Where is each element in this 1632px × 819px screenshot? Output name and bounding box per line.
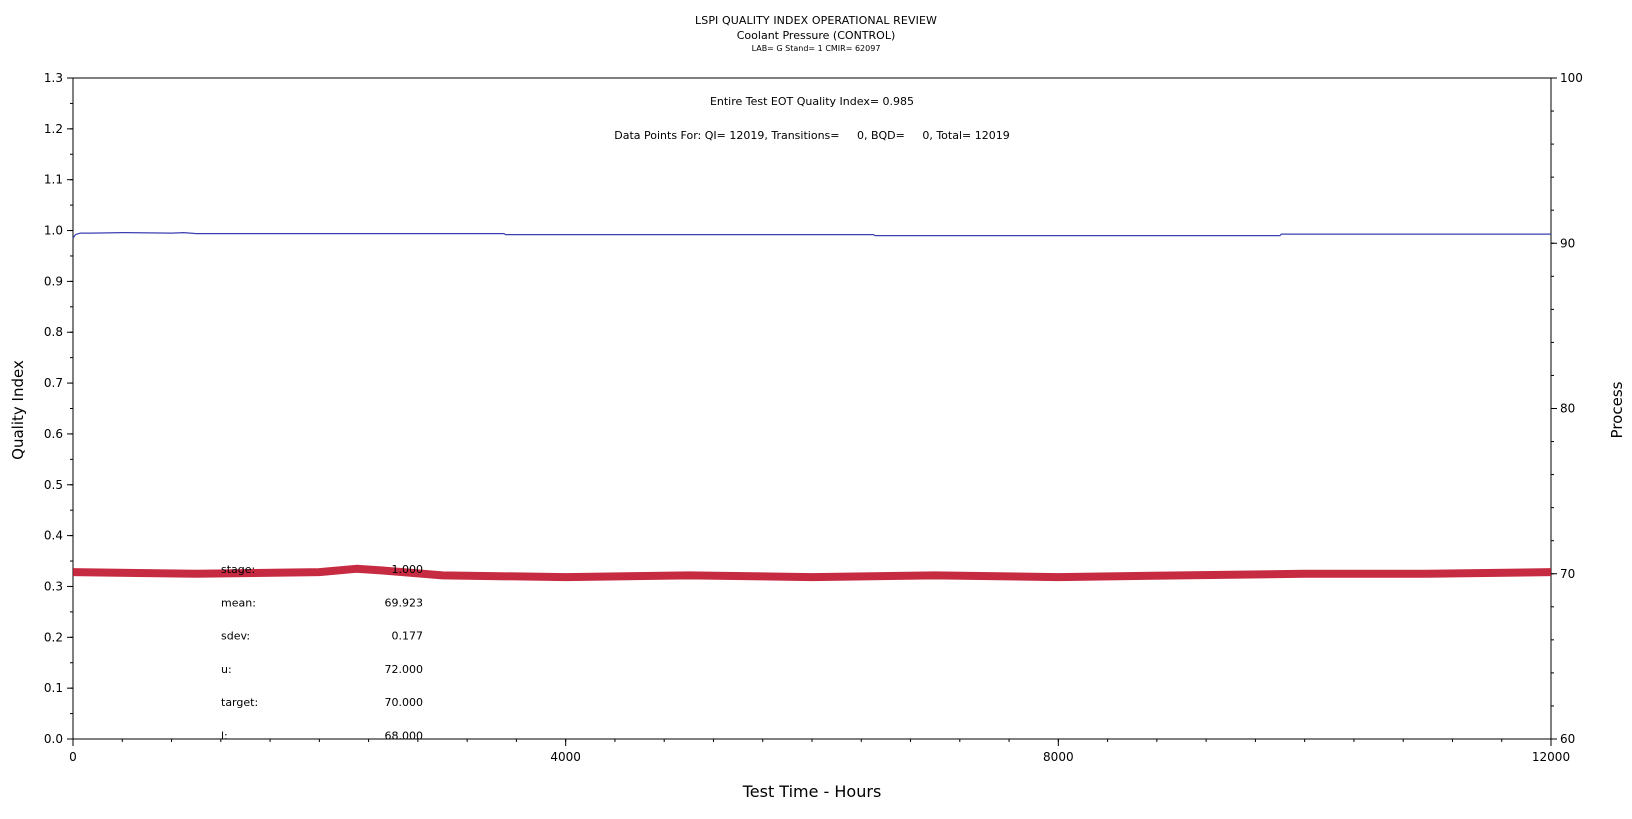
stat-value: 70.000 <box>385 696 424 709</box>
y-tick-label: 1.1 <box>44 173 63 187</box>
plot-frame <box>72 77 1552 740</box>
y-tick-label: 1.2 <box>44 122 63 136</box>
x-axis-label: Test Time - Hours <box>742 782 882 801</box>
left-axis: 0.0 0.1 0.2 0.3 0.4 0.5 0.6 0.7 0.8 0.9 1.0 1.1 1.2 1… <box>44 71 73 746</box>
stat-value: 69.923 <box>385 596 424 609</box>
y-tick-label: 0.6 <box>44 427 63 441</box>
series-layer <box>72 232 1552 582</box>
y-tick-label: 0.2 <box>44 630 63 644</box>
y-tick-label: 0.0 <box>44 732 63 746</box>
y2-tick-label: 70 <box>1560 567 1575 581</box>
y-tick-label: 0.5 <box>44 478 63 492</box>
x-tick-label: 12000 <box>1532 750 1570 764</box>
chart-title: LSPI QUALITY INDEX OPERATIONAL REVIEW <box>695 14 937 27</box>
y-tick-label: 0.4 <box>44 529 63 543</box>
y2-tick-label: 90 <box>1560 236 1575 250</box>
stat-value: 68.000 <box>385 730 424 743</box>
data-points-annotation: Data Points For: QI= 12019, Transitions=… <box>614 129 1009 142</box>
y2-tick-label: 100 <box>1560 71 1583 85</box>
y-tick-label: 0.7 <box>44 376 63 390</box>
y-tick-label: 0.1 <box>44 681 63 695</box>
stat-label: mean: <box>221 596 256 609</box>
stat-label: target: <box>221 696 258 709</box>
quality-index-series <box>72 232 1551 239</box>
x-tick-label: 8000 <box>1043 750 1074 764</box>
stat-label: sdev: <box>221 630 250 643</box>
y-axis-label: Quality Index <box>9 360 27 460</box>
stat-label: u: <box>221 663 232 676</box>
process-series <box>72 564 1552 582</box>
y2-axis-label: Process <box>1608 381 1626 438</box>
stat-value: 1.000 <box>392 563 424 576</box>
y2-tick-label: 80 <box>1560 402 1575 416</box>
y-tick-label: 1.0 <box>44 224 63 238</box>
right-axis: 60 70 80 90 100 <box>1551 71 1583 746</box>
chart-info: LAB= G Stand= 1 CMIR= 62097 <box>751 44 881 53</box>
y-tick-label: 1.3 <box>44 71 63 85</box>
x-tick-label: 4000 <box>550 750 581 764</box>
y-tick-label: 0.9 <box>44 274 63 288</box>
x-axis: 0 4000 8000 12000 <box>69 739 1570 764</box>
stat-value: 72.000 <box>385 663 424 676</box>
y2-tick-label: 60 <box>1560 732 1575 746</box>
eot-quality-annotation: Entire Test EOT Quality Index= 0.985 <box>710 95 914 108</box>
stat-label: l: <box>221 730 228 743</box>
y-tick-label: 0.8 <box>44 325 63 339</box>
stat-value: 0.177 <box>392 630 424 643</box>
chart-subtitle: Coolant Pressure (CONTROL) <box>736 29 896 42</box>
stats-table: stage: 1.000 mean: 69.923 sdev: 0.177 u: 72.000… <box>221 563 423 743</box>
stat-label: stage: <box>221 563 255 576</box>
y-tick-label: 0.3 <box>44 579 63 593</box>
x-tick-label: 0 <box>69 750 77 764</box>
